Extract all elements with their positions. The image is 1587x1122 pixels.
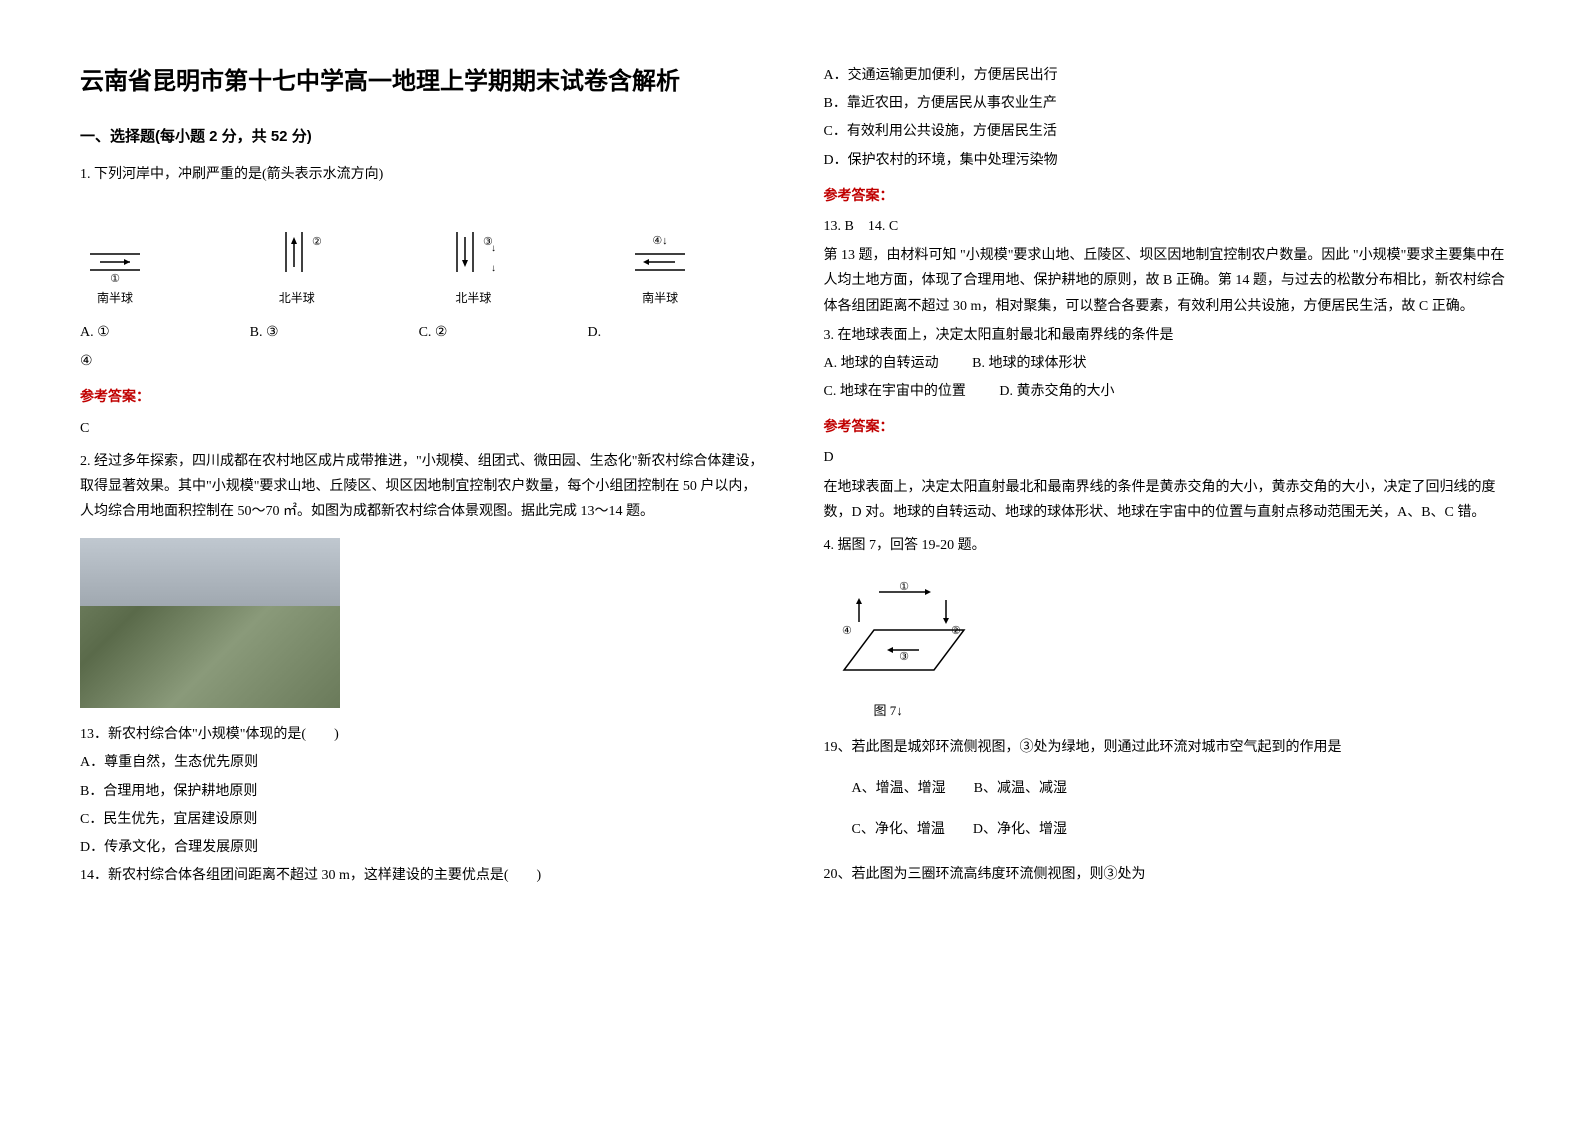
q13-b: B．合理用地，保护耕地原则 <box>80 779 764 804</box>
right-column: A．交通运输更加便利，方便居民出行 B．靠近农田，方便居民从事农业生产 C．有效… <box>824 60 1508 1062</box>
q3-c: C. 地球在宇宙中的位置 <box>824 384 966 399</box>
q3-b: B. 地球的球体形状 <box>972 356 1086 371</box>
circled-2: ② <box>312 236 322 248</box>
q3-ab: A. 地球的自转运动 B. 地球的球体形状 <box>824 351 1508 376</box>
label-3: 北半球 <box>455 288 491 310</box>
q1-opt-d: D. <box>587 320 601 345</box>
q1-answer: C <box>80 416 764 441</box>
q20-stem: 20、若此图为三圈环流高纬度环流侧视图，则③处为 <box>824 862 1508 887</box>
q4-stem: 4. 据图 7，回答 19-20 题。 <box>824 533 1508 558</box>
q13-block: 13．新农村综合体"小规模"体现的是( ) A．尊重自然，生态优先原则 B．合理… <box>80 722 764 860</box>
q19-ab: A、增温、增湿 B、减温、减湿 <box>852 776 1508 801</box>
q19-cd: C、净化、增温 D、净化、增湿 <box>852 817 1508 842</box>
q1-opt-c: C. ② <box>419 320 448 345</box>
q3-explain: 在地球表面上，决定太阳直射最北和最南界线的条件是黄赤交角的大小，黄赤交角的大小，… <box>824 475 1508 525</box>
q3-cd: C. 地球在宇宙中的位置 D. 黄赤交角的大小 <box>824 379 1508 404</box>
q1-opt-a: A. ① <box>80 320 110 345</box>
q3-d: D. 黄赤交角的大小 <box>999 384 1114 399</box>
river-1-svg: ① <box>80 242 150 282</box>
q3-block: 3. 在地球表面上，决定太阳直射最北和最南界线的条件是 A. 地球的自转运动 B… <box>824 323 1508 405</box>
q14-d: D．保护农村的环境，集中处理污染物 <box>824 148 1508 173</box>
river-2-svg: ② <box>272 227 322 282</box>
q14-a: A．交通运输更加便利，方便居民出行 <box>824 63 1508 88</box>
page-title: 云南省昆明市第十七中学高一地理上学期期末试卷含解析 <box>80 60 764 103</box>
river-3-svg: ③ ↓ ↓ <box>443 227 503 282</box>
q19-options: A、增温、增湿 B、减温、减湿 C、净化、增温 D、净化、增湿 <box>852 776 1508 842</box>
q13-a: A．尊重自然，生态优先原则 <box>80 750 764 775</box>
diagram-1: ① 南半球 <box>80 242 150 310</box>
q2-text: 2. 经过多年探索，四川成都在农村地区成片成带推进，"小规模、组团式、微田园、生… <box>80 449 764 525</box>
q1-diagram-row: ① 南半球 ② 北半球 ③ ↓ ↓ 北半球 <box>80 227 695 310</box>
figure-7: ① ② ③ ④ 图 7↓ <box>824 570 1508 723</box>
answer-label-2: 参考答案： <box>824 183 1508 208</box>
q3-stem: 3. 在地球表面上，决定太阳直射最北和最南界线的条件是 <box>824 323 1508 348</box>
figure-7-svg: ① ② ③ ④ <box>824 570 984 690</box>
label-4: 南半球 <box>642 288 678 310</box>
q13-d: D．传承文化，合理发展原则 <box>80 835 764 860</box>
q3-answer: D <box>824 445 1508 470</box>
q19-stem: 19、若此图是城郊环流侧视图，③处为绿地，则通过此环流对城市空气起到的作用是 <box>824 735 1508 760</box>
diagram-4: ④↓ 南半球 <box>625 234 695 310</box>
label-2: 北半球 <box>279 288 315 310</box>
circled-4: ④↓ <box>652 235 667 247</box>
fig7-c1: ① <box>899 581 909 593</box>
diagram-2: ② 北半球 <box>272 227 322 310</box>
left-column: 云南省昆明市第十七中学高一地理上学期期末试卷含解析 一、选择题(每小题 2 分，… <box>80 60 764 1062</box>
section-1-header: 一、选择题(每小题 2 分，共 52 分) <box>80 123 764 150</box>
label-1: 南半球 <box>97 288 133 310</box>
q3-a: A. 地球的自转运动 <box>824 356 939 371</box>
q14-options: A．交通运输更加便利，方便居民出行 B．靠近农田，方便居民从事农业生产 C．有效… <box>824 63 1508 173</box>
q1314-answer: 13. B 14. C <box>824 214 1508 239</box>
fig7-c3: ③ <box>899 651 909 663</box>
q13-c: C．民生优先，宜居建设原则 <box>80 807 764 832</box>
answer-label-1: 参考答案： <box>80 384 764 409</box>
village-photo <box>80 538 340 708</box>
fig7-label: 图 7↓ <box>874 699 1508 722</box>
q13-stem: 13．新农村综合体"小规模"体现的是( ) <box>80 722 764 747</box>
answer-label-3: 参考答案： <box>824 414 1508 439</box>
circled-1: ① <box>110 273 120 282</box>
svg-text:↓: ↓ <box>491 243 496 254</box>
fig7-c2: ② <box>951 625 961 637</box>
q14-stem: 14．新农村综合体各组团间距离不超过 30 m，这样建设的主要优点是( ) <box>80 863 764 888</box>
q14-c: C．有效利用公共设施，方便居民生活 <box>824 119 1508 144</box>
q1-opt-b: B. ③ <box>250 320 279 345</box>
q1-text: 1. 下列河岸中，冲刷严重的是(箭头表示水流方向) <box>80 162 764 187</box>
diagram-3: ③ ↓ ↓ 北半球 <box>443 227 503 310</box>
q1-opt-d2: ④ <box>80 349 764 374</box>
q1-options-row1: A. ① B. ③ C. ② D. <box>80 320 764 345</box>
fig7-c4: ④ <box>842 625 852 637</box>
q1314-explain: 第 13 题，由材料可知 "小规模"要求山地、丘陵区、坝区因地制宜控制农户数量。… <box>824 243 1508 319</box>
q14-b: B．靠近农田，方便居民从事农业生产 <box>824 91 1508 116</box>
svg-text:↓: ↓ <box>491 263 496 274</box>
river-4-svg: ④↓ <box>625 234 695 282</box>
